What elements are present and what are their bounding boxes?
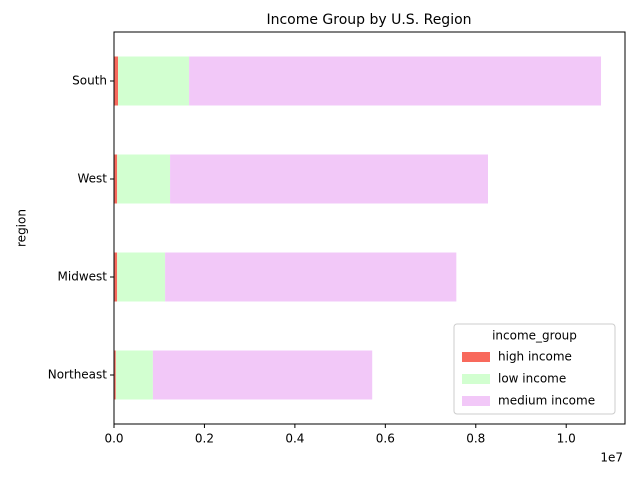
bar-segment bbox=[117, 154, 171, 204]
bar-segment bbox=[118, 56, 190, 106]
x-tick-label: 0.0 bbox=[104, 432, 123, 446]
legend-label: medium income bbox=[498, 394, 595, 408]
x-tick-label: 0.8 bbox=[466, 432, 485, 446]
legend-box bbox=[453, 323, 616, 415]
legend-label: high income bbox=[498, 350, 572, 364]
legend-label: low income bbox=[498, 372, 566, 386]
x-tick-label: 0.6 bbox=[376, 432, 395, 446]
x-tick-label: 1.0 bbox=[557, 432, 576, 446]
y-tick-label: Northeast bbox=[48, 368, 108, 382]
bar-segment bbox=[114, 350, 116, 400]
x-offset-label: 1e7 bbox=[600, 451, 623, 465]
bar-segment bbox=[165, 252, 457, 302]
bar-segment bbox=[114, 154, 118, 204]
legend-swatch bbox=[462, 374, 490, 384]
y-tick-label: West bbox=[77, 172, 107, 186]
bar-segment bbox=[170, 154, 488, 204]
legend-swatch bbox=[462, 396, 490, 406]
y-tick-label: South bbox=[72, 74, 107, 88]
bar-segment bbox=[114, 56, 119, 106]
bar-segment bbox=[152, 350, 373, 400]
x-tick-label: 0.4 bbox=[285, 432, 304, 446]
chart-title: Income Group by U.S. Region bbox=[266, 12, 471, 28]
plot-frame bbox=[113, 31, 626, 425]
bar-segment bbox=[115, 350, 153, 400]
bar-segment bbox=[114, 252, 118, 302]
legend-title: income_group bbox=[492, 329, 577, 343]
y-axis-label: region bbox=[15, 209, 29, 247]
legend-swatch bbox=[462, 352, 490, 362]
bar-segment bbox=[189, 56, 602, 106]
y-tick-label: Midwest bbox=[58, 270, 108, 284]
x-tick-label: 0.2 bbox=[195, 432, 214, 446]
bar-segment bbox=[117, 252, 166, 302]
